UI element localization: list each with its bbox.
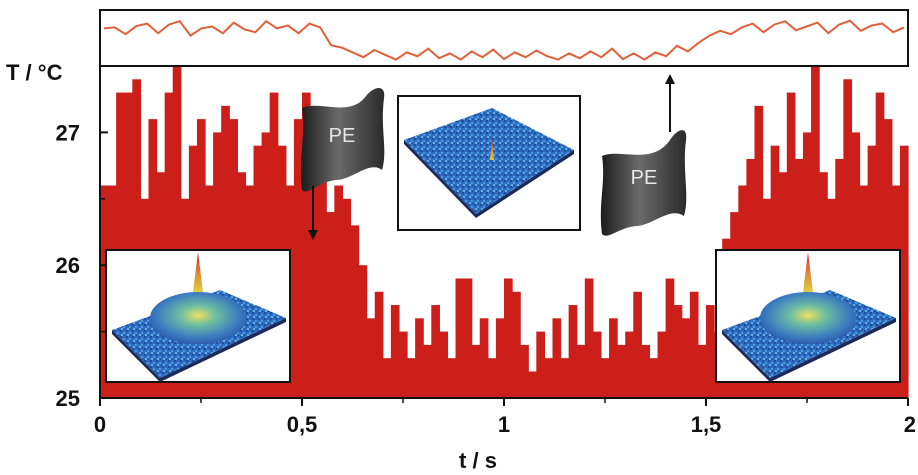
bar xyxy=(609,318,618,398)
bar xyxy=(358,265,368,398)
x-tick-label: 1 xyxy=(498,412,510,437)
bar xyxy=(689,291,699,398)
bar xyxy=(366,318,376,398)
bar xyxy=(899,145,909,398)
bar xyxy=(657,331,667,398)
bar xyxy=(310,145,319,398)
bar xyxy=(407,358,416,398)
bar xyxy=(649,358,659,398)
bar xyxy=(495,318,505,398)
y-axis-label: T / °C xyxy=(6,60,63,85)
bar xyxy=(512,291,521,398)
x-tick-label: 2 xyxy=(904,412,916,437)
bar xyxy=(116,92,125,398)
bar xyxy=(269,92,279,398)
bar xyxy=(172,66,182,398)
inset-center-surface-plot xyxy=(397,95,581,231)
y-axis-ticks: 25 26 27 xyxy=(56,120,108,411)
bar xyxy=(520,344,529,398)
bar xyxy=(423,344,432,398)
bar xyxy=(382,358,392,398)
x-tick-label: 1,5 xyxy=(691,412,722,437)
bar xyxy=(576,344,586,398)
bar xyxy=(439,331,449,398)
bar xyxy=(786,92,796,398)
pump-element-icon xyxy=(600,130,687,236)
y-tick-label: 26 xyxy=(56,253,80,278)
bar xyxy=(398,331,408,398)
x-axis-label: t / s xyxy=(459,448,497,473)
bar xyxy=(568,305,578,398)
bar xyxy=(471,344,481,398)
bar xyxy=(487,358,497,398)
bar xyxy=(342,198,352,398)
bar xyxy=(504,278,513,398)
bar xyxy=(697,344,707,398)
bar xyxy=(560,358,570,398)
bar xyxy=(625,331,634,398)
bar xyxy=(374,291,384,398)
x-tick-label: 0,5 xyxy=(287,412,318,437)
bar xyxy=(100,185,109,398)
bar xyxy=(293,119,303,399)
bar xyxy=(350,225,360,398)
bar xyxy=(302,92,311,398)
bar xyxy=(132,79,141,398)
bar xyxy=(584,278,594,398)
bar xyxy=(544,358,554,398)
bar xyxy=(390,305,400,398)
x-tick-label: 0 xyxy=(94,412,106,437)
temperature-strip-frame xyxy=(99,9,909,67)
bar xyxy=(479,318,489,398)
bar xyxy=(811,66,820,398)
bar xyxy=(617,344,626,398)
bar xyxy=(681,318,691,398)
pe-label-right: PE xyxy=(631,167,658,189)
bar xyxy=(164,92,174,398)
bar xyxy=(326,212,335,398)
bar xyxy=(528,371,537,398)
bar xyxy=(318,172,327,398)
bar xyxy=(592,331,602,398)
pe-element-right: PE xyxy=(600,74,687,236)
inset-right-surface-plot xyxy=(715,249,901,383)
bar xyxy=(706,305,715,398)
y-tick-label: 27 xyxy=(56,120,80,145)
bar xyxy=(665,278,675,398)
bar xyxy=(463,278,473,398)
bar xyxy=(536,331,545,398)
pe-element-left: PE xyxy=(300,88,385,240)
bar xyxy=(447,358,457,398)
bar xyxy=(600,358,610,398)
temperature-strip-line xyxy=(103,19,905,61)
x-axis-ticks: 0 0,5 1 1,5 2 xyxy=(94,398,916,437)
bar xyxy=(843,79,853,398)
bar xyxy=(641,344,651,398)
bar xyxy=(415,318,424,398)
bar xyxy=(673,305,683,398)
bar xyxy=(431,305,440,398)
bar xyxy=(455,278,465,398)
bar xyxy=(633,291,642,398)
bar xyxy=(334,185,343,398)
pe-label-left: PE xyxy=(329,125,356,147)
y-tick-label: 25 xyxy=(56,386,80,411)
inset-left-surface-plot xyxy=(105,249,291,383)
bar xyxy=(875,92,885,398)
bar xyxy=(124,92,133,398)
pump-element-icon xyxy=(300,88,385,192)
bar xyxy=(552,318,562,398)
